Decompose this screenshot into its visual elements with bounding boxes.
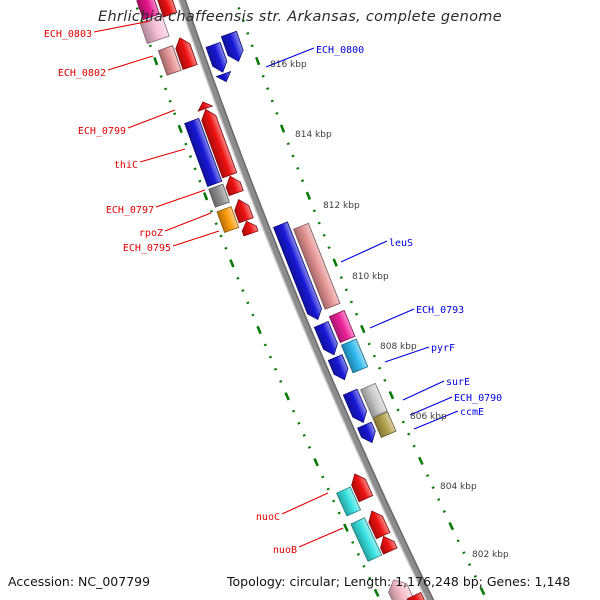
gene-label[interactable]: leuS: [389, 238, 413, 249]
gene-label[interactable]: surE: [446, 377, 470, 388]
gene-glyph[interactable]: [208, 183, 230, 208]
gene-glyph[interactable]: [357, 421, 379, 445]
gene-label[interactable]: nuoC: [256, 512, 280, 523]
gene-glyph[interactable]: [336, 486, 362, 517]
gene-label[interactable]: ECH_0795: [123, 243, 171, 254]
gene-label[interactable]: ECH_0793: [416, 305, 464, 316]
gene-glyph[interactable]: [365, 508, 391, 540]
genome-backbone: [179, 0, 433, 600]
gene-label[interactable]: nuoB: [273, 545, 297, 556]
gene-glyph[interactable]: [406, 591, 428, 600]
leader-line: [155, 189, 206, 208]
gene-glyph[interactable]: [340, 338, 369, 374]
gene-glyph[interactable]: [199, 107, 238, 179]
gene-glyph[interactable]: [157, 45, 182, 76]
gene-glyph[interactable]: [232, 197, 254, 224]
gene-glyph[interactable]: [215, 70, 233, 85]
gene-cluster: [342, 382, 397, 445]
gene-glyph[interactable]: [173, 35, 198, 71]
gene-cluster: [272, 221, 341, 322]
gene-label[interactable]: ECH_0799: [78, 126, 126, 137]
gene-glyph[interactable]: [216, 206, 240, 233]
status-bar: Accession: NC_007799 Topology: circular;…: [0, 574, 600, 594]
ruler-label: 802 kbp: [472, 550, 509, 560]
gene-label[interactable]: ECH_0802: [58, 68, 106, 79]
leader-line: [409, 396, 453, 416]
gene-glyph[interactable]: [385, 576, 419, 600]
gene-cluster: [184, 99, 259, 237]
gene-glyph[interactable]: [350, 517, 383, 562]
leader-line: [369, 308, 415, 329]
gene-glyph[interactable]: [220, 30, 246, 64]
gene-label[interactable]: ECH_0797: [106, 205, 154, 216]
leader-line: [413, 410, 459, 430]
ruler-label: 804 kbp: [440, 482, 477, 492]
leader-line: [265, 47, 315, 68]
gene-cluster: [313, 309, 369, 383]
leader-line: [127, 109, 176, 129]
leader-line: [164, 212, 212, 232]
leader-line: [107, 55, 154, 71]
leader-line: [402, 380, 445, 401]
gene-glyph[interactable]: [342, 388, 370, 425]
gene-glyph[interactable]: [313, 320, 341, 357]
ruler-label: 810 kbp: [352, 272, 389, 282]
gene-glyph[interactable]: [155, 0, 178, 18]
gene-label[interactable]: ECH_0790: [454, 393, 502, 404]
leader-line: [281, 492, 329, 515]
leader-line: [93, 20, 151, 33]
gene-glyph[interactable]: [205, 41, 230, 74]
gene-label[interactable]: pyrF: [431, 343, 455, 354]
ruler-label: 806 kbp: [410, 412, 447, 422]
gene-glyph[interactable]: [196, 99, 214, 112]
gene-cluster: [205, 30, 246, 85]
ruler-label: 808 kbp: [380, 342, 417, 352]
ruler-label: 814 kbp: [295, 130, 332, 140]
gene-glyph[interactable]: [377, 533, 398, 555]
gene-glyph[interactable]: [327, 354, 351, 383]
leader-line: [384, 346, 430, 363]
gene-cluster: [385, 576, 428, 600]
gene-glyph[interactable]: [272, 221, 325, 322]
gene-label[interactable]: thiC: [114, 160, 138, 171]
gene-cluster: [157, 35, 198, 76]
gene-glyph[interactable]: [348, 471, 374, 503]
gene-glyph[interactable]: [328, 309, 356, 343]
status-accession: Accession: NC_007799: [8, 574, 151, 589]
gene-glyph[interactable]: [139, 14, 170, 45]
leader-line: [139, 148, 186, 163]
ruler-arc-left: [133, 0, 382, 600]
gene-cluster: [136, 0, 178, 45]
gene-cluster: [350, 508, 398, 562]
gene-glyph[interactable]: [360, 382, 388, 418]
gene-glyph[interactable]: [239, 219, 259, 237]
ruler-label: 812 kbp: [323, 201, 360, 211]
gene-label[interactable]: rpoZ: [139, 228, 163, 239]
gene-label[interactable]: ccmE: [460, 407, 484, 418]
gene-glyph[interactable]: [223, 174, 244, 197]
gene-label[interactable]: ECH_0800: [316, 45, 364, 56]
status-summary: Topology: circular; Length: 1,176,248 bp…: [227, 574, 571, 589]
genome-title: Ehrlichia chaffeensis str. Arkansas, com…: [98, 9, 502, 25]
ruler-label: 816 kbp: [270, 60, 307, 70]
leader-line: [340, 240, 388, 263]
gene-cluster: [336, 471, 374, 517]
gene-glyph[interactable]: [184, 117, 223, 187]
gene-glyph[interactable]: [372, 411, 397, 439]
leader-line: [298, 527, 344, 548]
backbone-shadow: [184, 0, 435, 600]
backbone-highlight: [177, 0, 428, 600]
gene-glyph[interactable]: [293, 222, 341, 310]
gene-label[interactable]: ECH_0803: [44, 29, 92, 40]
leader-line: [172, 230, 220, 247]
gene-glyph[interactable]: [136, 0, 160, 21]
